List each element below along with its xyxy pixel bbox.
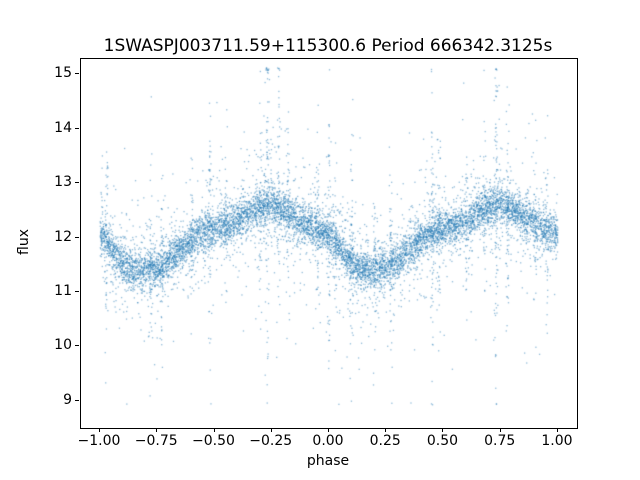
y-axis-label: flux bbox=[16, 229, 32, 255]
x-tick-label: 0.50 bbox=[426, 433, 459, 449]
x-axis-label: phase bbox=[306, 453, 350, 469]
y-tick-mark bbox=[75, 236, 79, 238]
x-tick-label: 0.00 bbox=[312, 433, 344, 449]
y-tick-mark bbox=[75, 290, 79, 292]
y-tick-label: 15 bbox=[54, 65, 72, 82]
x-tick-mark bbox=[556, 428, 558, 432]
x-tick-mark bbox=[385, 428, 387, 432]
plot-title: 1SWASPJ003711.59+115300.6 Period 666342.… bbox=[103, 36, 553, 56]
plot-area bbox=[80, 58, 578, 429]
y-tick-mark bbox=[75, 182, 79, 184]
x-tick-label: −1.00 bbox=[77, 433, 121, 449]
x-tick-mark bbox=[270, 428, 272, 432]
y-tick-mark bbox=[75, 345, 79, 347]
y-tick-label: 10 bbox=[54, 337, 72, 354]
x-tick-label: 1.00 bbox=[541, 433, 573, 449]
x-tick-mark bbox=[213, 428, 215, 432]
x-tick-mark bbox=[499, 428, 501, 432]
x-tick-mark bbox=[99, 428, 100, 432]
y-tick-mark bbox=[75, 127, 79, 129]
x-tick-label: −0.75 bbox=[134, 433, 178, 449]
x-tick-label: −0.50 bbox=[192, 433, 235, 449]
x-tick-label: 0.75 bbox=[484, 433, 516, 449]
y-tick-mark bbox=[75, 399, 79, 401]
scatter-points-canvas bbox=[81, 59, 577, 428]
x-tick-label: 0.25 bbox=[369, 433, 401, 449]
x-tick-mark bbox=[442, 428, 444, 432]
y-tick-label: 14 bbox=[54, 119, 72, 136]
y-tick-label: 12 bbox=[54, 228, 72, 245]
y-tick-label: 13 bbox=[54, 174, 72, 191]
y-tick-label: 9 bbox=[63, 391, 72, 408]
y-tick-mark bbox=[75, 73, 79, 75]
y-tick-label: 11 bbox=[54, 282, 72, 299]
x-tick-label: −0.25 bbox=[249, 433, 293, 449]
x-tick-mark bbox=[328, 428, 329, 432]
x-tick-mark bbox=[156, 428, 158, 432]
